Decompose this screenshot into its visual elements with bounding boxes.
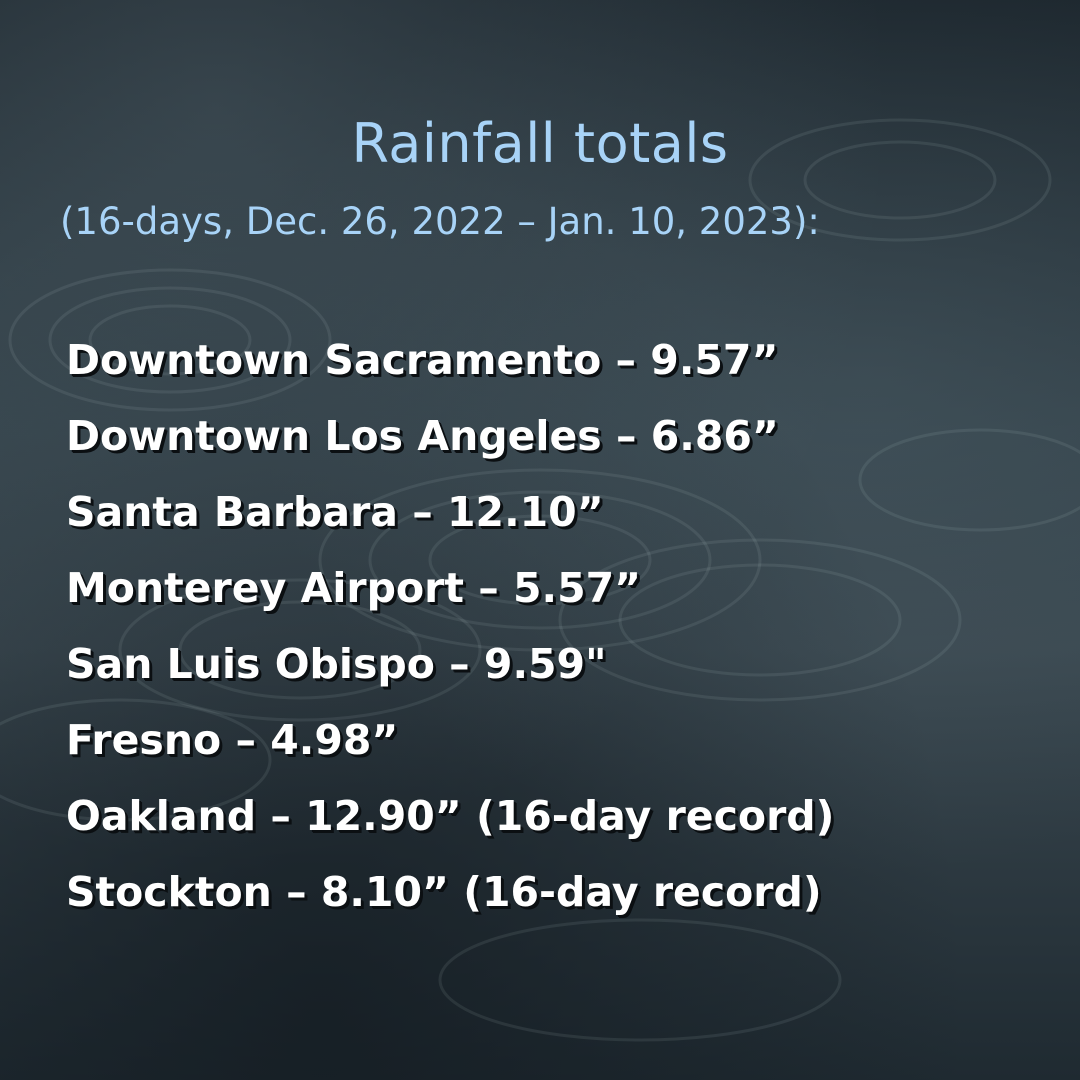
list-item: Downtown Sacramento – 9.57” [66,336,779,384]
page-title: Rainfall totals [351,112,729,175]
list-item: Fresno – 4.98” [66,716,399,764]
list-item: San Luis Obispo – 9.59" [66,640,607,688]
list-item: Downtown Los Angeles – 6.86” [66,412,779,460]
list-item: Monterey Airport – 5.57” [66,564,642,612]
rainfall-totals-list: Downtown Sacramento – 9.57” Downtown Los… [66,322,834,930]
list-item: Santa Barbara – 12.10” [66,488,604,536]
list-item: Oakland – 12.90” (16-day record) [66,792,835,840]
date-range-subtitle: (16-days, Dec. 26, 2022 – Jan. 10, 2023)… [60,200,820,243]
list-item: Stockton – 8.10” (16-day record) [66,868,822,916]
